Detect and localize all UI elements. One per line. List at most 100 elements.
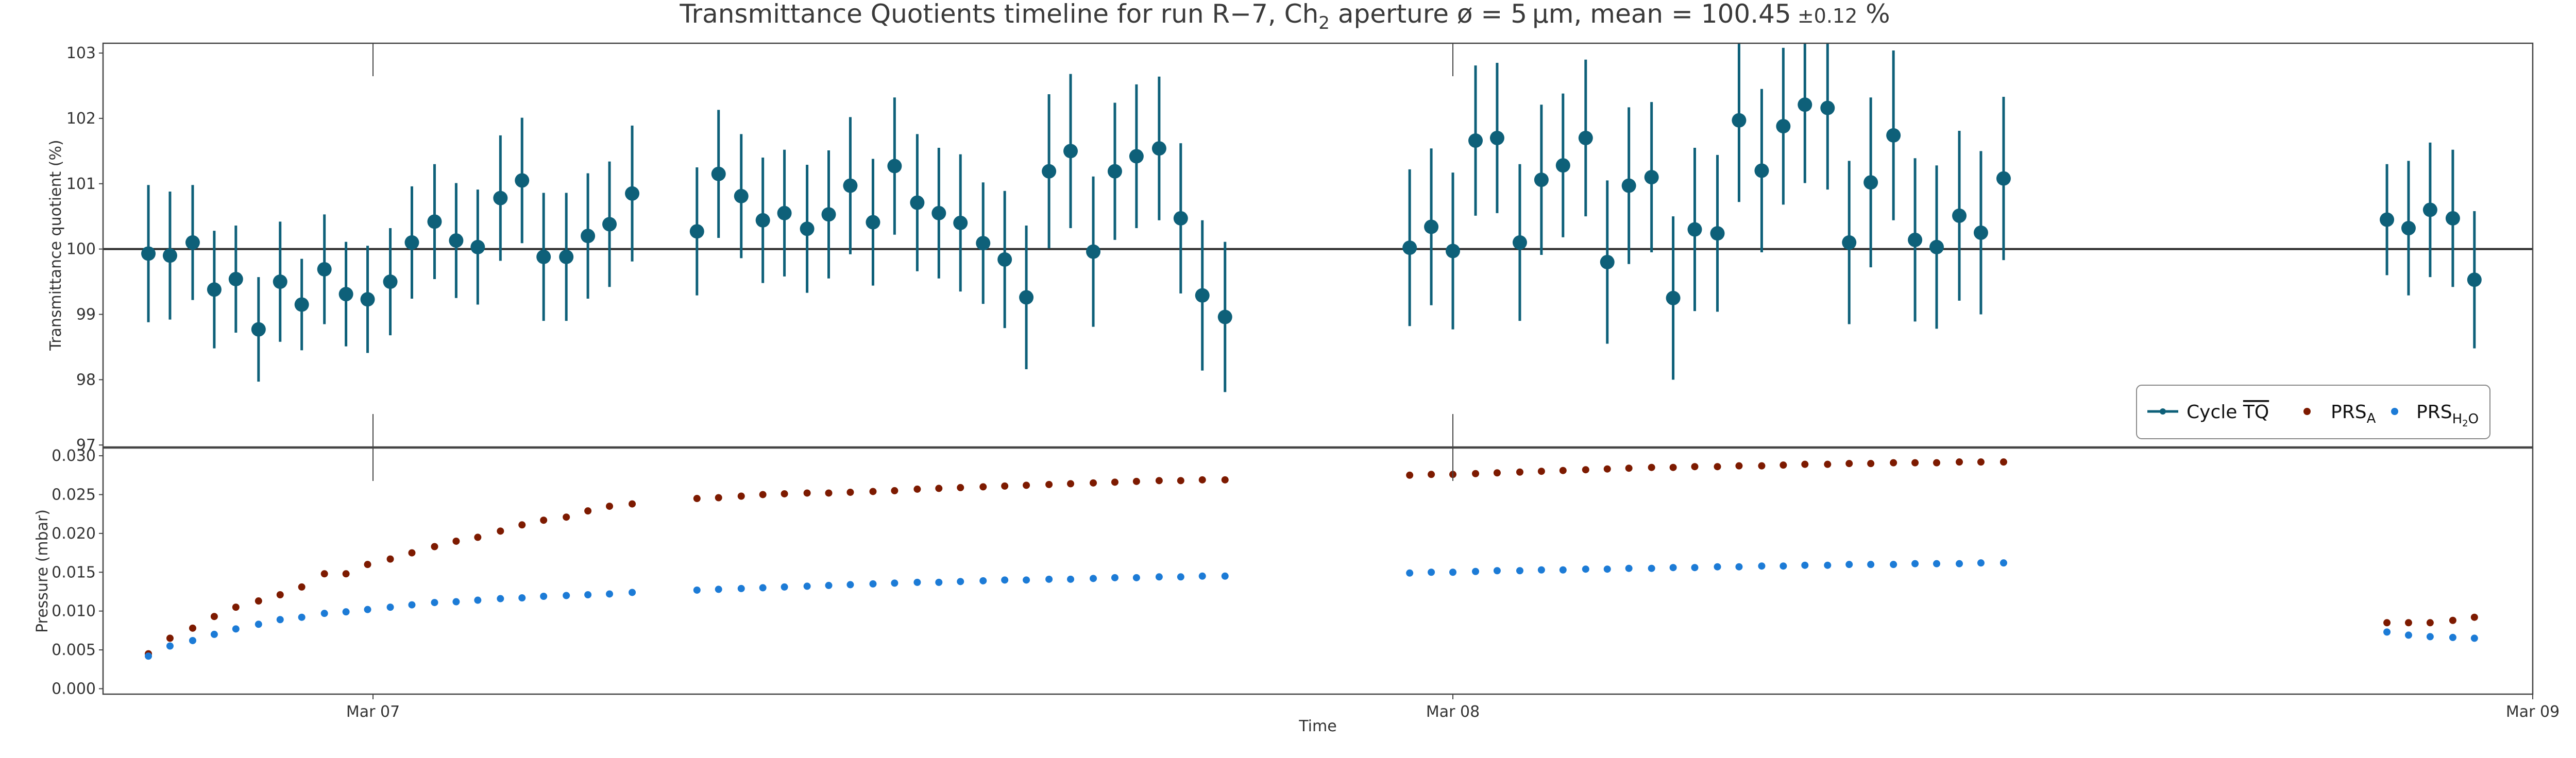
top-ytick-label: 103 — [66, 44, 96, 62]
prs-a-point — [1603, 465, 1611, 473]
tq-point — [1578, 130, 1593, 145]
prs-a-point — [1177, 477, 1184, 485]
prs-a-point — [298, 583, 306, 591]
prs-h2o-point — [1111, 574, 1118, 581]
prs-a-point — [2383, 619, 2391, 627]
tq-point — [1555, 158, 1570, 173]
x-axis-ticks: Mar 07 Mar 08 Mar 09 — [346, 43, 2560, 721]
prs-a-point — [957, 484, 964, 491]
prs-h2o-point — [1735, 563, 1743, 571]
prs-a-point — [629, 500, 636, 508]
prs-a-point — [1067, 480, 1075, 488]
tq-point — [1820, 100, 1835, 115]
top-ytick-label: 101 — [66, 175, 96, 193]
top-panel-axes: 97 98 99 100 101 102 103 — [66, 42, 2534, 454]
legend-label-cycle-tq: Cycle TQ — [2187, 402, 2269, 423]
prs-h2o-point — [298, 613, 306, 621]
prs-a-point — [979, 483, 987, 491]
prs-a-point — [431, 543, 438, 550]
prs-h2o-point — [1714, 563, 1721, 571]
tq-point — [1446, 244, 1460, 259]
prs-a-point — [1691, 463, 1699, 471]
prs-a-point — [2449, 616, 2456, 624]
prs-h2o-point — [408, 601, 416, 609]
tq-point — [625, 186, 640, 201]
prs-h2o-point — [1824, 561, 1832, 569]
prs-h2o-point — [693, 586, 701, 594]
tq-point — [207, 282, 222, 297]
tq-point — [755, 213, 770, 228]
tq-point — [1063, 144, 1078, 159]
tq-point — [1086, 244, 1101, 259]
tq-point — [1952, 208, 1967, 223]
prs-h2o-point — [1956, 560, 1963, 567]
legend-marker-prs-h2o — [2391, 408, 2398, 415]
prs-h2o-point — [189, 636, 196, 644]
prs-a-point — [1045, 480, 1053, 488]
prs-a-point — [825, 489, 833, 497]
prs-a-point — [210, 613, 218, 621]
tq-point — [404, 235, 419, 250]
tq-point — [1863, 175, 1878, 190]
prs-h2o-point — [386, 604, 394, 611]
tq-point — [383, 274, 398, 289]
bottom-ytick-label: 0.010 — [52, 602, 96, 621]
tq-point — [734, 188, 749, 203]
prs-h2o-point — [957, 578, 964, 585]
prs-h2o-point — [1045, 575, 1053, 583]
prs-h2o-point — [1472, 567, 1480, 575]
prs-a-point — [737, 492, 745, 500]
tq-point — [536, 249, 551, 264]
prs-a-point — [1198, 476, 1206, 484]
prs-h2o-point — [869, 580, 877, 588]
prs-h2o-point — [715, 585, 722, 593]
prs-h2o-point — [276, 616, 284, 624]
bottom-panel-marks — [145, 458, 2478, 660]
prs-a-point — [891, 487, 899, 494]
tq-point — [1489, 130, 1504, 145]
prs-a-point — [1999, 458, 2007, 466]
prs-h2o-point — [342, 608, 350, 616]
prs-h2o-point — [1933, 560, 1941, 567]
legend-label-prs-a: PRSA — [2331, 402, 2376, 426]
prs-a-point — [2404, 619, 2412, 627]
top-panel: 97 98 99 100 101 102 103 Transmittance quotien… — [47, 42, 2534, 454]
tq-point — [931, 205, 946, 220]
prs-a-point — [584, 507, 592, 515]
tq-point — [162, 248, 177, 263]
tq-point — [1842, 235, 1857, 250]
top-ytick-label: 102 — [66, 110, 96, 128]
prs-a-point — [1111, 478, 1118, 486]
prs-h2o-point — [606, 590, 614, 598]
prs-a-point — [1735, 462, 1743, 470]
tq-point — [1195, 288, 1210, 303]
tq-point — [493, 191, 508, 205]
prs-a-point — [1648, 463, 1655, 471]
prs-a-point — [781, 490, 788, 497]
prs-a-point — [935, 485, 943, 492]
prs-h2o-point — [474, 596, 482, 604]
top-ytick-label: 100 — [66, 240, 96, 259]
tq-point — [1173, 211, 1188, 226]
prs-h2o-point — [979, 577, 987, 584]
top-panel-ylabel: Transmittance quotient (%) — [47, 140, 65, 351]
prs-h2o-point — [935, 578, 943, 586]
tq-point — [1468, 133, 1483, 148]
tq-point — [294, 297, 309, 312]
prs-h2o-point — [781, 583, 788, 591]
prs-a-point — [1406, 471, 1414, 479]
prs-a-point — [1890, 459, 1897, 467]
prs-h2o-point — [1493, 567, 1501, 575]
tq-point — [1886, 128, 1901, 143]
prs-a-point — [342, 570, 350, 578]
prs-a-point — [1933, 459, 1941, 467]
prs-a-point — [1001, 482, 1009, 490]
prs-a-point — [1625, 464, 1633, 472]
top-ytick-label: 97 — [76, 436, 96, 454]
tq-point — [1929, 239, 1944, 254]
prs-a-point — [846, 488, 854, 496]
prs-a-point — [1090, 479, 1097, 487]
bottom-ytick-label: 0.020 — [52, 525, 96, 543]
tq-point — [1151, 141, 1166, 156]
prs-a-point — [2426, 619, 2434, 627]
